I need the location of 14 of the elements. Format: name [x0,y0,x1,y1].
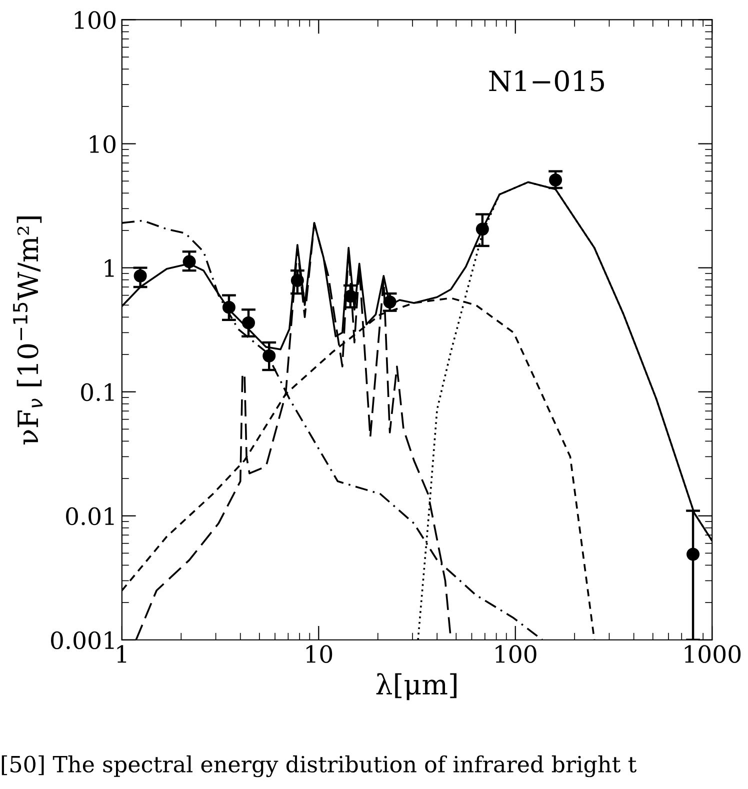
x-tick-label: 1000 [684,645,741,664]
x-axis-title: λ[μm] [376,673,456,700]
y-axis-title: νF$_{ν}$ [10$^{−15}$W/m²] [13,216,43,444]
y-tick-label: 10 [90,135,116,154]
x-tick-label: 10 [306,645,332,664]
x-tick-label: 1 [117,645,126,663]
y-tick-label: 1 [104,259,114,277]
text: [50] The spectral energy distribution of infrared bright t [2,755,637,778]
y-tick-label: 100 [74,11,116,30]
x-tick-label: 100 [496,645,536,664]
annotation: N1−015 [489,70,604,92]
y-tick-label: 0.001 [51,631,114,650]
y-tick-label: 0.1 [81,383,114,402]
y-tick-label: 0.01 [66,507,114,526]
